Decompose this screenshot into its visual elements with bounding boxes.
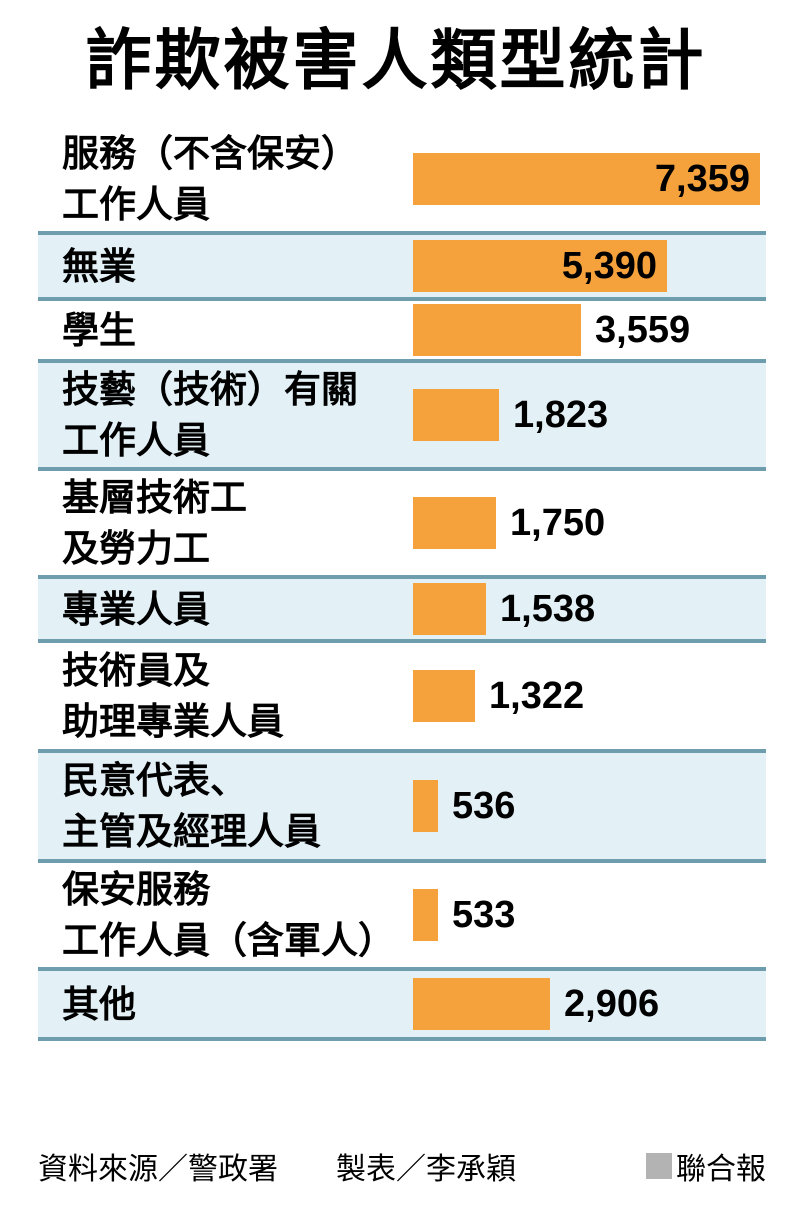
category-label-line2: 工作人員（含軍人） <box>62 920 395 962</box>
bar: 5,390 <box>413 240 667 293</box>
footer-source: 資料來源／警政署 <box>38 1153 278 1186</box>
value-label: 1,322 <box>489 674 585 717</box>
category-label: 技藝（技術）有關 工作人員 <box>38 364 413 466</box>
bar <box>413 497 496 550</box>
footer-brand: 聯合報 <box>646 1144 766 1188</box>
page-title: 詐欺被害人類型統計 <box>85 23 707 97</box>
bar-area: 5,390 <box>413 235 766 297</box>
bar-area: 1,750 <box>413 471 766 575</box>
category-label-line1: 技術員及 <box>62 650 210 692</box>
category-label-line1: 學生 <box>62 309 136 351</box>
chart-row: 專業人員 1,538 <box>38 575 766 640</box>
category-label-line1: 民意代表、 <box>62 760 247 802</box>
value-label: 7,359 <box>654 157 750 200</box>
category-label: 其他 <box>38 979 413 1030</box>
footer-credit: 製表／李承穎 <box>336 1153 516 1186</box>
value-label: 3,559 <box>595 308 691 351</box>
chart-row: 服務（不含保安） 工作人員 7,359 <box>38 127 766 231</box>
chart-row: 保安服務 工作人員（含軍人） 533 <box>38 859 766 967</box>
chart-row: 基層技術工 及勞力工 1,750 <box>38 467 766 575</box>
bar <box>413 304 581 357</box>
category-label: 學生 <box>38 305 413 356</box>
footer: 資料來源／警政署 製表／李承穎 聯合報 <box>38 1144 766 1188</box>
category-label-line1: 技藝（技術）有關 <box>62 369 358 411</box>
category-label: 服務（不含保安） 工作人員 <box>38 128 413 230</box>
category-label-line1: 無業 <box>62 245 136 287</box>
category-label-line1: 其他 <box>62 983 136 1025</box>
category-label-line2: 工作人員 <box>62 420 210 462</box>
chart-row: 技藝（技術）有關 工作人員 1,823 <box>38 359 766 468</box>
bar: 7,359 <box>413 153 760 206</box>
bar-area: 3,559 <box>413 301 766 359</box>
newspaper-logo-square-icon <box>646 1153 672 1179</box>
bar <box>413 389 499 442</box>
value-label: 536 <box>452 784 516 827</box>
category-label-line2: 工作人員 <box>62 184 210 226</box>
value-label: 533 <box>452 893 516 936</box>
bar-area: 1,823 <box>413 363 766 467</box>
bar-area: 7,359 <box>413 127 766 231</box>
category-label: 民意代表、 主管及經理人員 <box>38 755 413 857</box>
bar-area: 2,906 <box>413 971 766 1037</box>
chart-row: 其他 2,906 <box>38 967 766 1038</box>
value-label: 2,906 <box>564 982 660 1025</box>
bar <box>413 889 438 942</box>
chart-row: 技術員及 助理專業人員 1,322 <box>38 639 766 749</box>
category-label-line1: 專業人員 <box>62 588 210 630</box>
category-label-line1: 保安服務 <box>62 869 210 911</box>
value-label: 1,750 <box>510 501 606 544</box>
bar <box>413 978 550 1031</box>
category-label-line1: 服務（不含保安） <box>62 133 358 175</box>
category-label: 無業 <box>38 241 413 292</box>
category-label-line1: 基層技術工 <box>62 477 247 519</box>
category-label-line2: 及勞力工 <box>62 528 210 570</box>
bar <box>413 583 486 636</box>
chart-row: 學生 3,559 <box>38 297 766 359</box>
bar-area: 1,322 <box>413 643 766 749</box>
bar <box>413 780 438 833</box>
category-label: 專業人員 <box>38 584 413 635</box>
category-label: 技術員及 助理專業人員 <box>38 645 413 747</box>
chart-row: 民意代表、 主管及經理人員 536 <box>38 749 766 860</box>
category-label: 基層技術工 及勞力工 <box>38 472 413 574</box>
footer-brand-name: 聯合報 <box>676 1153 766 1186</box>
category-label-line2: 助理專業人員 <box>62 701 284 743</box>
value-label: 1,823 <box>513 393 609 436</box>
bar-chart: 服務（不含保安） 工作人員 7,359 無業 5,390 學生 3,559 <box>38 127 766 1042</box>
bar <box>413 670 475 723</box>
bar-area: 536 <box>413 753 766 859</box>
value-label: 1,538 <box>500 587 596 630</box>
chart-row: 無業 5,390 <box>38 231 766 298</box>
bar-area: 533 <box>413 863 766 967</box>
category-label-line2: 主管及經理人員 <box>62 811 321 853</box>
category-label: 保安服務 工作人員（含軍人） <box>38 864 413 966</box>
value-label: 5,390 <box>561 244 657 287</box>
bar-area: 1,538 <box>413 579 766 639</box>
